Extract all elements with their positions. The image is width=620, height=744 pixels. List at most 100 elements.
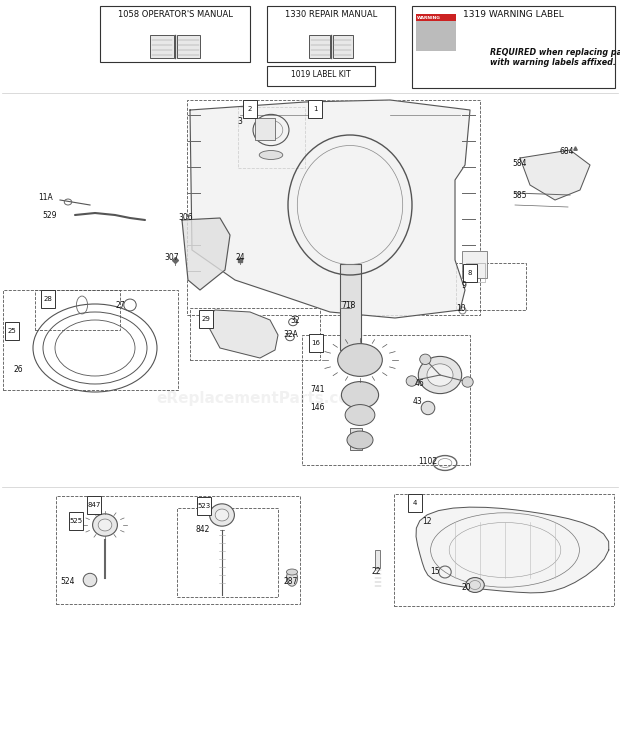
Bar xyxy=(416,14,456,22)
Bar xyxy=(187,100,480,315)
Text: 584: 584 xyxy=(512,158,526,167)
Bar xyxy=(238,107,305,168)
Bar xyxy=(200,310,213,328)
Text: 524: 524 xyxy=(60,577,74,586)
Bar xyxy=(340,264,361,350)
Bar xyxy=(6,322,19,340)
Bar xyxy=(87,496,101,514)
Text: 287: 287 xyxy=(283,577,298,586)
Bar xyxy=(416,44,456,51)
Text: 32: 32 xyxy=(290,315,299,324)
Text: 11A: 11A xyxy=(38,193,53,202)
Text: 585: 585 xyxy=(512,190,526,199)
Bar xyxy=(309,334,323,352)
Bar xyxy=(462,251,487,278)
Bar xyxy=(416,36,456,44)
Bar xyxy=(333,34,353,58)
Ellipse shape xyxy=(406,376,417,386)
Bar xyxy=(416,22,456,29)
Text: 1330 REPAIR MANUAL: 1330 REPAIR MANUAL xyxy=(285,10,377,19)
Text: WARNING: WARNING xyxy=(417,16,441,20)
Text: 46: 46 xyxy=(415,379,425,388)
Bar xyxy=(394,494,614,606)
Ellipse shape xyxy=(286,569,298,575)
Ellipse shape xyxy=(427,364,453,386)
Bar xyxy=(350,428,363,450)
Text: 4: 4 xyxy=(413,500,417,506)
Ellipse shape xyxy=(462,376,473,387)
Text: 741: 741 xyxy=(310,385,324,394)
Bar xyxy=(308,100,322,118)
Ellipse shape xyxy=(92,514,117,536)
Text: 2: 2 xyxy=(248,106,252,112)
Text: 847: 847 xyxy=(87,501,101,508)
Text: 15: 15 xyxy=(430,568,440,577)
Text: 842: 842 xyxy=(196,525,210,534)
Ellipse shape xyxy=(421,401,435,414)
Text: 1058 OPERATOR'S MANUAL: 1058 OPERATOR'S MANUAL xyxy=(118,10,232,19)
Bar xyxy=(35,290,120,330)
Text: 29: 29 xyxy=(202,315,211,322)
Text: 24: 24 xyxy=(236,254,246,263)
Bar xyxy=(466,263,485,282)
Bar xyxy=(416,29,456,36)
Bar xyxy=(100,6,250,62)
Ellipse shape xyxy=(466,577,484,592)
Text: 10: 10 xyxy=(456,304,466,312)
Text: 718: 718 xyxy=(341,301,355,310)
Bar xyxy=(42,290,55,308)
Text: 28: 28 xyxy=(44,296,53,302)
Text: 9: 9 xyxy=(462,280,467,289)
Bar xyxy=(267,66,375,86)
Ellipse shape xyxy=(286,570,298,586)
Ellipse shape xyxy=(420,354,431,365)
Text: 523: 523 xyxy=(198,503,211,509)
Bar xyxy=(255,118,275,140)
Polygon shape xyxy=(416,507,609,593)
Ellipse shape xyxy=(338,344,383,376)
Text: 32A: 32A xyxy=(283,330,298,339)
Bar xyxy=(177,508,278,597)
Text: 12: 12 xyxy=(422,518,432,527)
Text: 16: 16 xyxy=(312,340,321,346)
Polygon shape xyxy=(520,150,590,200)
Bar xyxy=(267,6,395,62)
Bar xyxy=(340,301,351,308)
Text: 146: 146 xyxy=(310,403,324,412)
Text: 1319 WARNING LABEL: 1319 WARNING LABEL xyxy=(463,10,564,19)
Text: 1: 1 xyxy=(313,106,317,112)
Text: eReplacementParts.com: eReplacementParts.com xyxy=(156,391,365,405)
Text: 3: 3 xyxy=(237,118,242,126)
Ellipse shape xyxy=(347,431,373,449)
Bar xyxy=(463,264,477,282)
Text: 1102: 1102 xyxy=(418,458,437,466)
Text: 27: 27 xyxy=(115,301,125,310)
Bar xyxy=(456,263,526,310)
Text: 20: 20 xyxy=(462,583,472,592)
Polygon shape xyxy=(205,310,278,358)
Text: 525: 525 xyxy=(69,518,82,524)
Ellipse shape xyxy=(342,382,379,408)
Ellipse shape xyxy=(418,356,462,394)
Bar xyxy=(3,290,178,390)
Text: 1019 LABEL KIT: 1019 LABEL KIT xyxy=(291,70,351,79)
Ellipse shape xyxy=(98,519,112,531)
Bar xyxy=(412,6,615,88)
Bar xyxy=(244,100,257,118)
Bar xyxy=(309,34,330,58)
Text: 684: 684 xyxy=(560,147,575,156)
Text: 307: 307 xyxy=(164,254,179,263)
Bar xyxy=(197,497,211,515)
Text: 306: 306 xyxy=(178,214,193,222)
Text: 43: 43 xyxy=(413,397,423,406)
Bar xyxy=(177,34,200,58)
Bar xyxy=(56,496,300,604)
Ellipse shape xyxy=(259,150,283,159)
Text: 8: 8 xyxy=(468,270,472,276)
Text: 25: 25 xyxy=(8,328,17,334)
Polygon shape xyxy=(182,218,230,290)
Ellipse shape xyxy=(215,509,229,521)
Bar xyxy=(150,34,174,58)
Bar xyxy=(69,512,83,530)
Bar xyxy=(375,550,380,568)
